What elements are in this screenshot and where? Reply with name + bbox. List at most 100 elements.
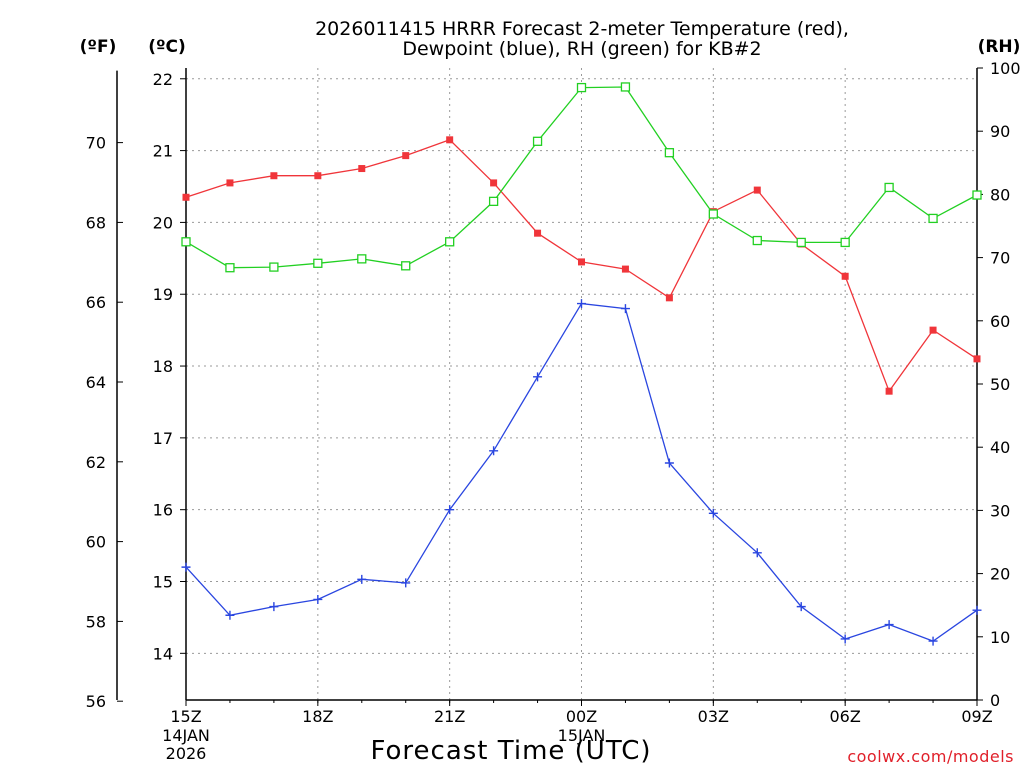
rh-tick-label-50: 50 [990,375,1010,394]
rh-unit-label: (RH) [978,37,1021,57]
rh-tick-label-0: 0 [990,691,1000,710]
fahrenheit-tick-label-60: 60 [86,533,106,552]
rh-point-15 [840,237,850,248]
temperature-point-2 [270,172,278,180]
fahrenheit-tick-label-64: 64 [86,373,106,392]
rh-point-3 [313,258,323,268]
dewpoint-point-13 [752,548,762,558]
celsius-tick-label-20: 20 [153,213,173,232]
temperature-point-11 [665,294,673,302]
rh-tick-label-40: 40 [990,438,1010,457]
rh-point-14 [796,237,806,248]
x-axis-title: Forecast Time (UTC) [370,736,651,766]
celsius-tick-label-17: 17 [153,429,173,448]
rh-point-5 [401,261,411,271]
rh-tick-label-60: 60 [990,312,1010,331]
dewpoint-point-4 [357,574,367,584]
rh-point-18 [972,190,982,200]
temperature-point-3 [314,172,322,180]
fahrenheit-tick-label-62: 62 [86,453,106,472]
rh-point-13 [752,235,762,246]
temperature-point-1 [226,179,234,187]
dewpoint-point-1 [225,610,235,620]
dewpoint-point-16 [884,620,894,630]
temperature-point-13 [753,186,761,194]
celsius-tick-label-18: 18 [153,357,173,376]
dewpoint-point-3 [313,594,323,604]
dewpoint-point-2 [269,602,279,612]
dewpoint-point-5 [401,578,411,588]
rh-point-1 [225,263,235,273]
celsius-tick-label-19: 19 [153,285,173,304]
celsius-tick-label-21: 21 [153,142,173,161]
dewpoint-point-0 [181,562,191,572]
fahrenheit-tick-label-56: 56 [86,692,106,711]
temperature-point-18 [973,355,981,363]
temperature-point-15 [841,272,849,280]
rh-point-10 [620,82,631,92]
x-tick-label-00Z: 00Z [566,707,597,726]
fahrenheit-unit-label: (ºF) [80,37,117,57]
temperature-point-9 [578,258,585,266]
dewpoint-point-10 [620,304,630,314]
rh-point-12 [708,209,718,219]
chart-title-line-2: Dewpoint (blue), RH (green) for KB#2 [402,38,761,60]
rh-point-7 [488,196,499,207]
credit-text: coolwx.com/models [847,747,1014,766]
temperature-point-16 [885,387,893,395]
dewpoint-point-17 [928,636,938,646]
rh-point-9 [576,82,587,93]
rh-tick-label-20: 20 [990,565,1010,584]
temperature-point-0 [182,193,190,201]
temperature-point-7 [490,179,498,187]
rh-tick-label-10: 10 [990,628,1010,647]
dewpoint-point-12 [708,508,718,518]
dewpoint-point-6 [445,505,455,515]
dewpoint-point-14 [796,602,806,612]
rh-tick-label-80: 80 [990,185,1010,204]
chart-title-line-1: 2026011415 HRRR Forecast 2-meter Tempera… [315,18,849,40]
x-tick-label-18Z: 18Z [302,707,333,726]
temperature-point-6 [446,136,454,144]
x-tick-label-03Z: 03Z [698,707,729,726]
dewpoint-point-11 [664,458,674,468]
rh-point-0 [181,237,191,247]
temperature-point-17 [929,326,937,334]
fahrenheit-tick-label-66: 66 [86,293,106,312]
rh-tick-label-30: 30 [990,501,1010,520]
temperature-point-8 [534,229,542,237]
x-tick-date-00Z: 15JAN [558,726,606,745]
celsius-unit-label: (ºC) [148,37,186,57]
rh-point-17 [928,213,938,224]
dewpoint-point-9 [577,299,586,309]
rh-point-2 [269,262,279,272]
temperature-point-10 [621,265,629,273]
rh-point-4 [357,254,367,264]
fahrenheit-tick-label-58: 58 [86,612,106,631]
celsius-tick-label-22: 22 [153,70,173,89]
x-tick-label-09Z: 09Z [961,707,992,726]
fahrenheit-tick-label-70: 70 [86,134,106,153]
series-layer [181,82,982,646]
rh-point-16 [884,182,894,193]
celsius-tick-label-14: 14 [153,644,173,663]
rh-point-8 [532,136,543,146]
grid-lines [186,68,977,700]
dewpoint-point-7 [489,446,499,456]
x-tick-year-15Z: 2026 [166,744,207,763]
rh-tick-label-100: 100 [990,59,1021,78]
celsius-tick-label-15: 15 [153,573,173,592]
rh-tick-label-90: 90 [990,122,1010,141]
temperature-point-4 [358,165,366,173]
celsius-tick-label-16: 16 [153,501,173,520]
dewpoint-point-18 [972,605,982,615]
temperature-point-5 [402,152,410,160]
x-tick-label-06Z: 06Z [830,707,861,726]
x-tick-label-15Z: 15Z [170,707,201,726]
dewpoint-point-8 [533,372,543,382]
x-tick-label-21Z: 21Z [434,707,465,726]
rh-point-11 [664,148,675,158]
rh-tick-label-70: 70 [990,249,1010,268]
